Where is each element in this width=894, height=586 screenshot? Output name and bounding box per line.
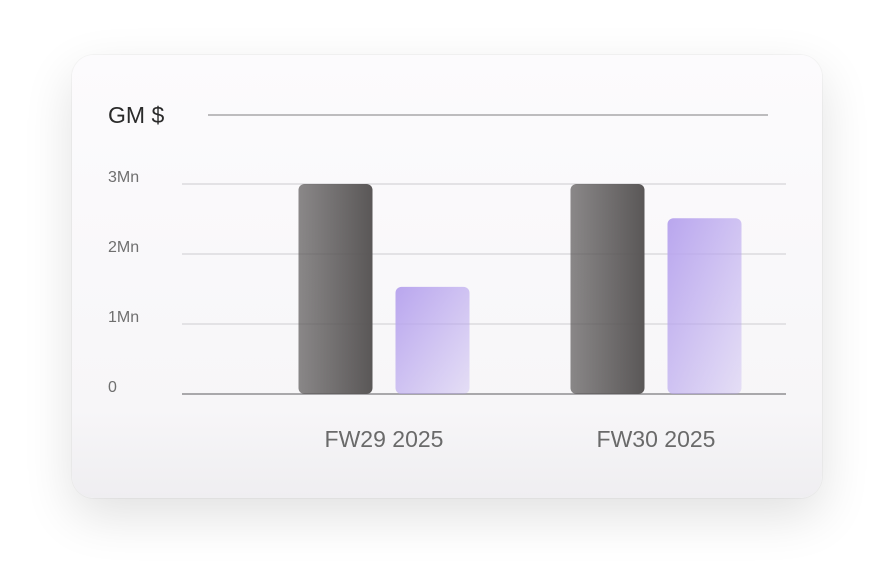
x-tick-label: FW30 2025 bbox=[597, 426, 716, 452]
x-tick-label: FW29 2025 bbox=[325, 426, 444, 452]
y-tick-label: 2Mn bbox=[108, 239, 139, 256]
bar bbox=[570, 184, 645, 394]
y-tick-label: 1Mn bbox=[108, 309, 139, 326]
y-tick-label: 3Mn bbox=[108, 169, 139, 186]
bar bbox=[667, 218, 742, 394]
bar bbox=[395, 286, 470, 394]
chart-title: GM $ bbox=[108, 102, 164, 128]
bar bbox=[298, 184, 373, 394]
y-tick-label: 0 bbox=[108, 379, 117, 396]
